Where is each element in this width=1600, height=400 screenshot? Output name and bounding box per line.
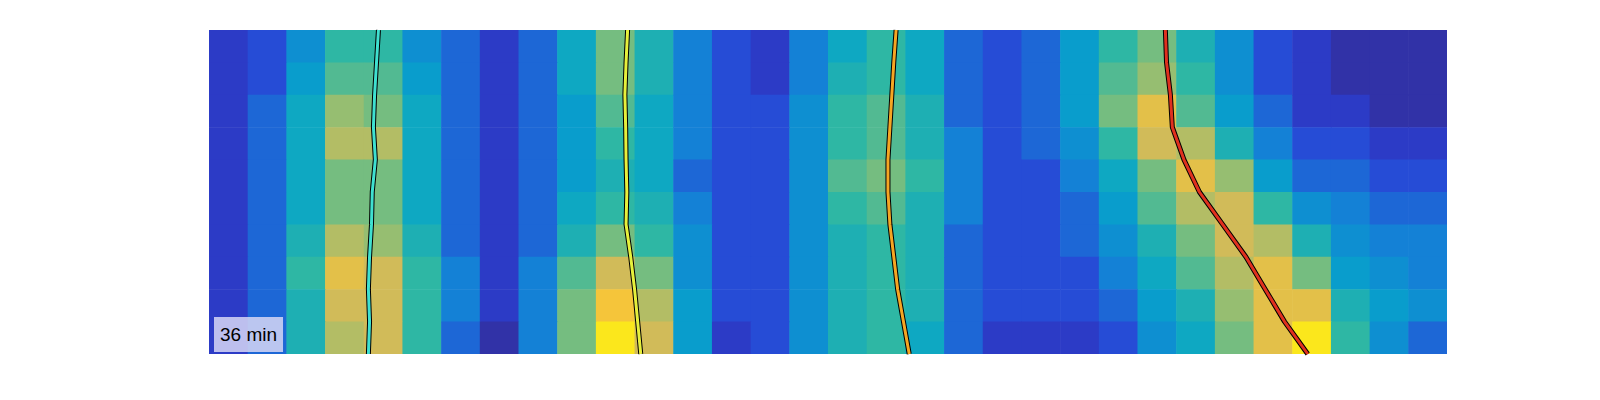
svg-text:36 min: 36 min: [220, 324, 277, 345]
